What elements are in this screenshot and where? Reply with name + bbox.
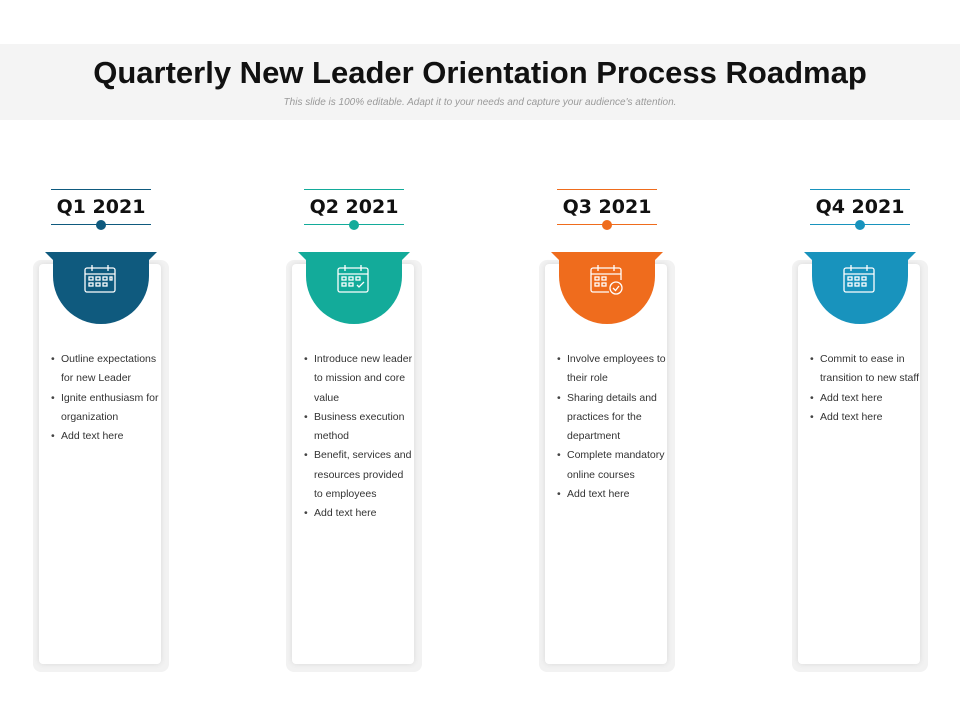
calendar-icon [337,265,369,293]
list-item: Add text here [557,485,667,505]
list-item: Business execution method [304,408,414,447]
ribbon-fold-right [655,252,663,260]
list-item: Add text here [304,504,414,524]
quarter-column-2: Q2 2021 Introduce new leader to mission … [284,180,424,680]
quarter-line-top [810,189,910,190]
header-band [0,44,960,120]
page-subtitle: This slide is 100% editable. Adapt it to… [283,97,677,108]
list-item: Benefit, services and resources provided… [304,446,414,504]
ribbon-fold-right [908,252,916,260]
quarter-dot [96,220,106,230]
page-title: Quarterly New Leader Orientation Process… [93,55,867,90]
quarter-line-top [304,189,404,190]
quarter-line-top [557,189,657,190]
ribbon-fold-left [45,252,53,260]
list-item: Complete mandatory online courses [557,446,667,485]
ribbon-fold-left [298,252,306,260]
bullet-list: Outline expectations for new Leader Igni… [51,350,161,447]
ribbon-fold-left [804,252,812,260]
quarter-column-1: Q1 2021 Outline expectations for new Lea… [31,180,171,680]
list-item: Sharing details and practices for the de… [557,389,667,447]
list-item: Introduce new leader to mission and core… [304,350,414,408]
calendar-icon [843,265,875,293]
bullet-list: Commit to ease in transition to new staf… [810,350,920,427]
quarter-dot [855,220,865,230]
quarter-label: Q1 2021 [56,196,146,218]
ribbon-fold-right [149,252,157,260]
quarter-column-3: Q3 2021 Involve employees to their role … [537,180,677,680]
quarter-card [798,264,920,664]
list-item: Add text here [810,408,920,428]
quarter-dot [602,220,612,230]
calendar-icon [84,265,116,293]
quarter-dot [349,220,359,230]
quarter-label: Q4 2021 [815,196,905,218]
list-item: Commit to ease in transition to new staf… [810,350,920,389]
quarter-card [39,264,161,664]
quarter-label: Q2 2021 [309,196,399,218]
bullet-list: Involve employees to their role Sharing … [557,350,667,505]
list-item: Add text here [810,389,920,409]
quarter-label: Q3 2021 [562,196,652,218]
ribbon-fold-right [402,252,410,260]
list-item: Ignite enthusiasm for organization [51,389,161,428]
list-item: Outline expectations for new Leader [51,350,161,389]
bullet-list: Introduce new leader to mission and core… [304,350,414,524]
quarter-column-4: Q4 2021 Commit to ease in transition to … [790,180,930,680]
ribbon-fold-left [551,252,559,260]
list-item: Add text here [51,427,161,447]
quarter-line-top [51,189,151,190]
list-item: Involve employees to their role [557,350,667,389]
calendar-check-icon [590,265,623,295]
